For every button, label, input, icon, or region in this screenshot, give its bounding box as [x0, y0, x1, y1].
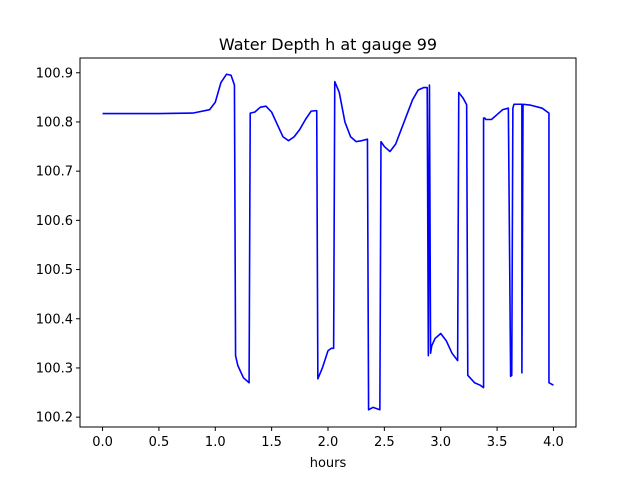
plot-line-group [102, 73, 554, 411]
series-line-0 [102, 73, 554, 411]
x-tick-label: 1.5 [261, 435, 282, 450]
y-tick-label: 100.8 [36, 115, 73, 130]
y-axis: 100.2 100.3 100.4 100.5 100.6 100.7 100.8 100.9 [36, 66, 80, 426]
y-tick-label: 100.2 [36, 411, 73, 426]
y-tick-label: 100.3 [36, 361, 73, 376]
chart-title: Water Depth h at gauge 99 [219, 35, 437, 54]
x-tick-label: 2.0 [318, 435, 339, 450]
x-tick-label: 1.0 [205, 435, 226, 450]
x-tick-label: 3.5 [487, 435, 508, 450]
x-tick-label: 2.5 [374, 435, 395, 450]
y-tick-label: 100.9 [36, 66, 73, 81]
x-tick-label: 0.5 [149, 435, 170, 450]
x-tick-label: 0.0 [92, 435, 113, 450]
y-tick-label: 100.5 [36, 263, 73, 278]
x-tick-label: 3.0 [430, 435, 451, 450]
x-axis-label: hours [310, 456, 347, 471]
x-axis: 0.0 0.5 1.0 1.5 2.0 2.5 3.0 3.5 4.0 [92, 427, 564, 450]
y-tick-label: 100.7 [36, 165, 73, 180]
y-tick-label: 100.6 [36, 214, 73, 229]
y-tick-label: 100.4 [36, 312, 73, 327]
x-tick-label: 4.0 [543, 435, 564, 450]
